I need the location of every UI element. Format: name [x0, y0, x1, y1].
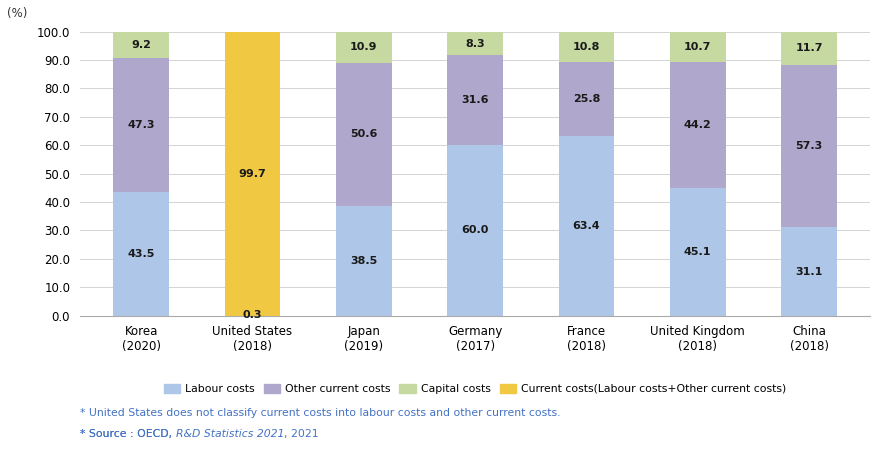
Text: 8.3: 8.3 [465, 39, 485, 49]
Bar [225, 315, 281, 316]
Bar [559, 32, 614, 62]
Text: 47.3: 47.3 [127, 120, 155, 130]
Text: 31.1: 31.1 [796, 267, 822, 276]
Text: * Source : OECD,: * Source : OECD, [80, 429, 176, 439]
Text: 11.7: 11.7 [796, 43, 823, 53]
Bar [225, 32, 281, 316]
Text: 9.2: 9.2 [131, 40, 151, 50]
Text: * United States does not classify current costs into labour costs and other curr: * United States does not classify curren… [80, 408, 560, 418]
Bar [336, 32, 392, 63]
Bar [559, 62, 614, 136]
Bar [336, 206, 392, 316]
Bar [559, 136, 614, 316]
Text: 25.8: 25.8 [573, 94, 600, 104]
Text: , 2021: , 2021 [284, 429, 319, 439]
Bar [670, 188, 725, 316]
Text: 31.6: 31.6 [462, 95, 488, 106]
Text: 38.5: 38.5 [350, 256, 377, 266]
Text: 57.3: 57.3 [796, 141, 822, 151]
Text: 99.7: 99.7 [239, 169, 266, 179]
Text: 0.3: 0.3 [242, 310, 262, 320]
Text: 43.5: 43.5 [128, 249, 155, 259]
Bar [448, 32, 503, 55]
Bar [448, 145, 503, 316]
Legend: Labour costs, Other current costs, Capital costs, Current costs(Labour costs+Oth: Labour costs, Other current costs, Capit… [163, 384, 787, 394]
Text: 10.7: 10.7 [684, 42, 711, 52]
Bar [114, 192, 169, 316]
Bar [670, 62, 725, 188]
Bar [781, 31, 836, 64]
Text: 45.1: 45.1 [684, 247, 711, 257]
Bar [781, 227, 836, 316]
Text: 10.8: 10.8 [573, 42, 600, 52]
Text: R&D Statistics 2021: R&D Statistics 2021 [176, 429, 284, 439]
Text: (%): (%) [6, 7, 27, 20]
Text: 50.6: 50.6 [350, 129, 377, 139]
Text: 44.2: 44.2 [684, 120, 711, 130]
Bar [448, 55, 503, 145]
Text: * Source : OECD,: * Source : OECD, [80, 429, 176, 439]
Bar [114, 32, 169, 58]
Text: 60.0: 60.0 [462, 226, 488, 235]
Bar [114, 58, 169, 192]
Bar [670, 32, 725, 62]
Bar [336, 63, 392, 206]
Text: 10.9: 10.9 [350, 42, 377, 52]
Bar [781, 64, 836, 227]
Text: 63.4: 63.4 [573, 221, 600, 230]
